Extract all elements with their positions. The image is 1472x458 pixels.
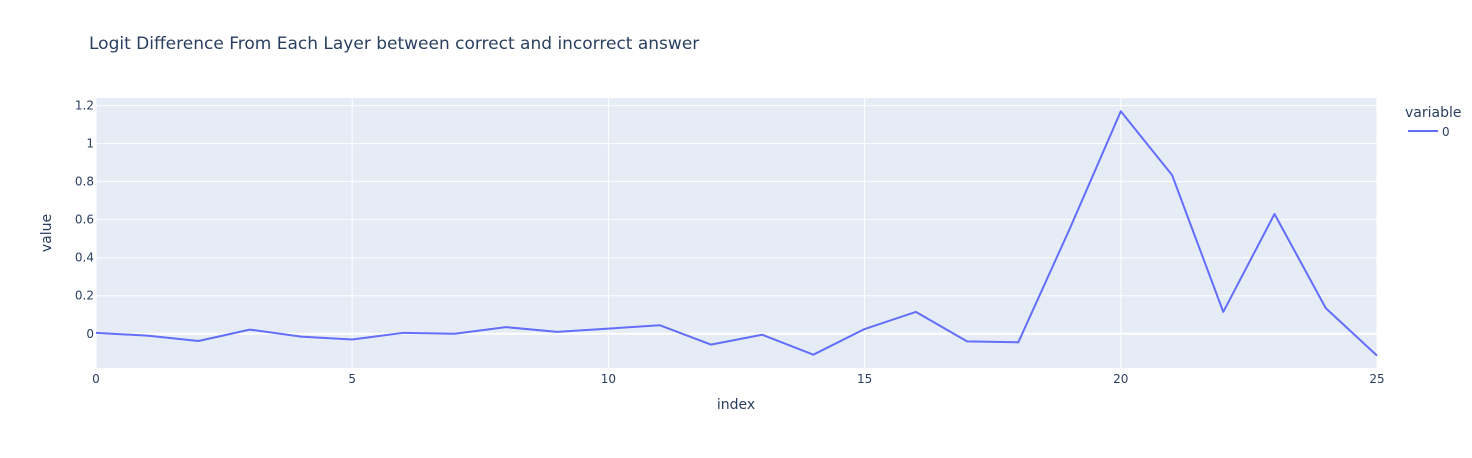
x-axis-title: index <box>717 397 755 413</box>
y-tick-label: 0.4 <box>75 251 94 265</box>
y-tick-label: 0.2 <box>75 289 94 303</box>
y-tick-label: 0.8 <box>75 175 94 189</box>
legend[interactable]: variable 0 <box>1405 105 1461 139</box>
chart-title: Logit Difference From Each Layer between… <box>89 34 699 54</box>
y-axis-title: value <box>39 214 55 252</box>
x-tick-label: 5 <box>348 372 356 386</box>
x-axis-ticks: 0 5 10 15 20 25 <box>92 372 1384 386</box>
x-tick-label: 0 <box>92 372 100 386</box>
y-tick-label: 1.2 <box>75 99 94 113</box>
grid-lines <box>95 98 1378 368</box>
series-line[interactable] <box>95 110 1378 357</box>
x-tick-label: 10 <box>601 372 616 386</box>
y-tick-label: 0.6 <box>75 213 94 227</box>
x-tick-label: 15 <box>857 372 872 386</box>
plot-area <box>96 98 1377 368</box>
y-tick-label: 0 <box>86 327 94 341</box>
y-tick-label: 1 <box>86 137 94 151</box>
legend-label: 0 <box>1442 125 1450 139</box>
series-layer <box>95 110 1378 357</box>
x-tick-label: 20 <box>1113 372 1128 386</box>
legend-title: variable <box>1405 105 1461 121</box>
x-tick-label: 25 <box>1369 372 1384 386</box>
y-axis-ticks: 0 0.2 0.4 0.6 0.8 1 1.2 <box>75 99 94 341</box>
